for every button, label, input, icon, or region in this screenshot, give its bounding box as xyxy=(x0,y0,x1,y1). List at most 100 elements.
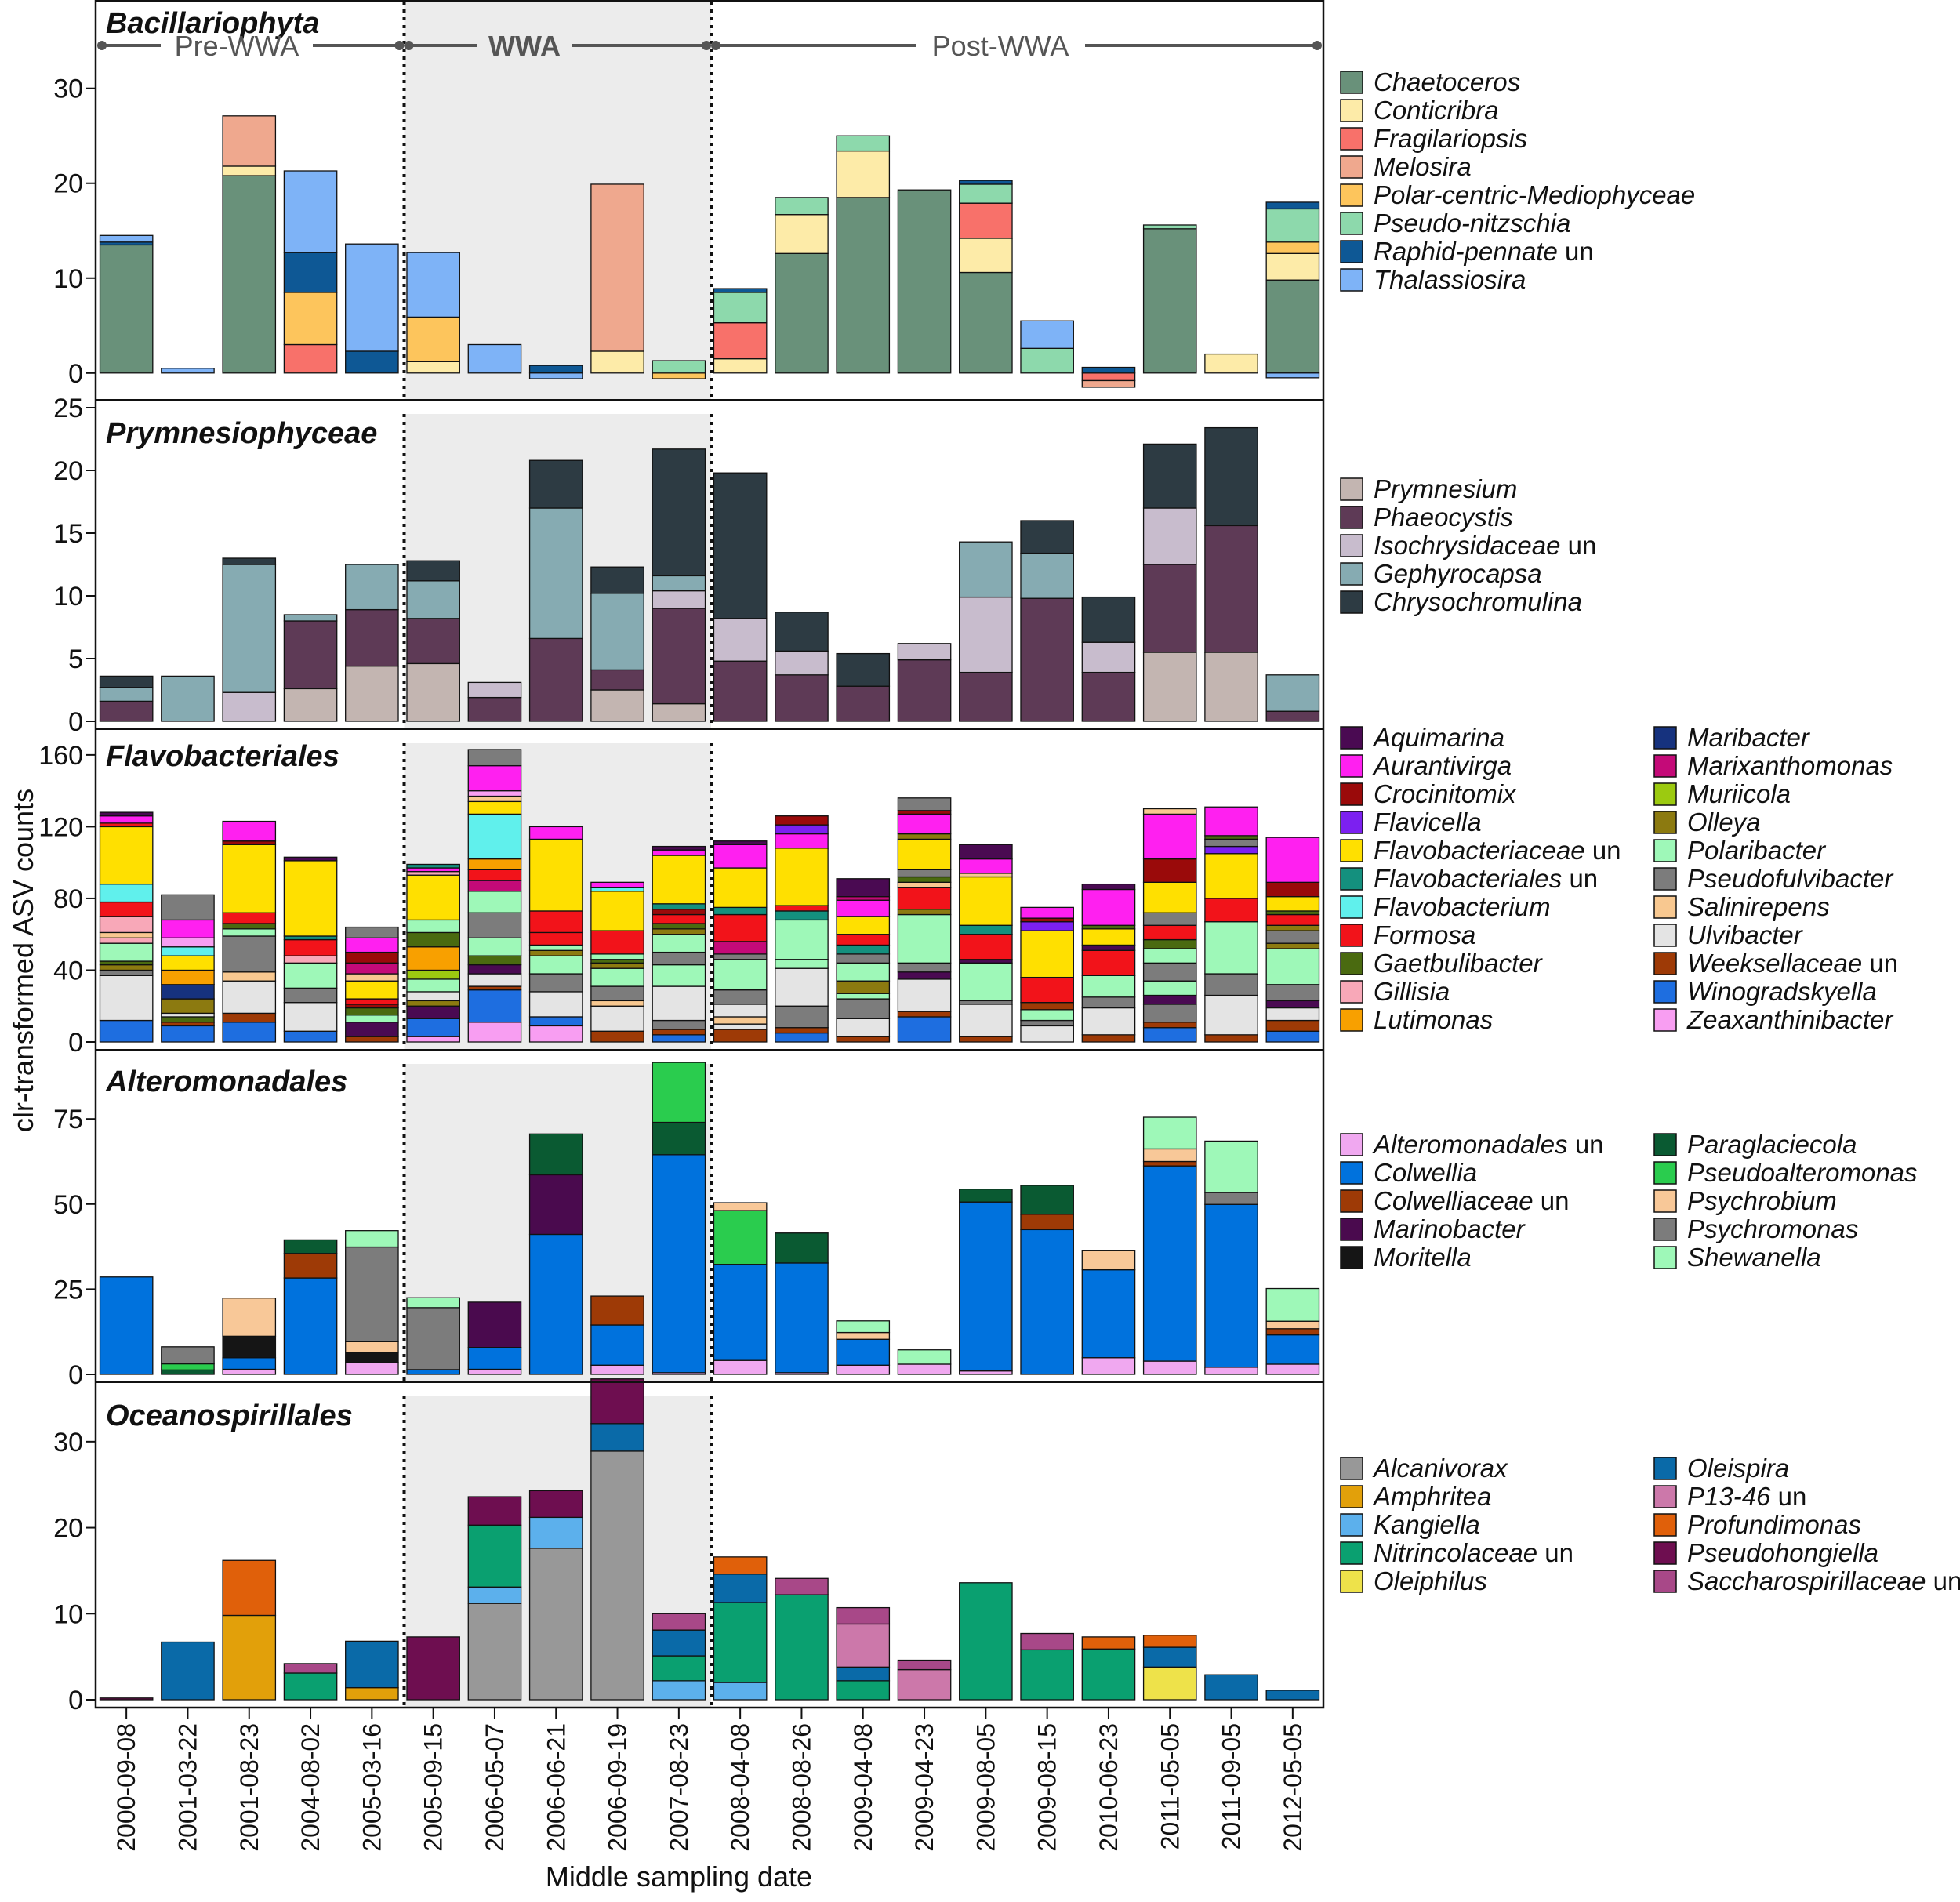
bar-segment-zeaxanthinibacter xyxy=(161,937,215,948)
bar-segment-polaribacter xyxy=(1142,948,1197,964)
bar-segment-ulvibacter xyxy=(1020,1025,1074,1043)
legend-swatch-shewanella xyxy=(1653,1246,1677,1269)
bar-segment-salinirepens xyxy=(222,971,277,982)
legend-label-aurantivirga: Aurantivirga xyxy=(1372,751,1512,780)
bar-segment-weeksellaceae-un xyxy=(1081,1034,1136,1043)
bar-segment-maribacter xyxy=(161,984,215,1000)
bar-segment-shewanella xyxy=(345,1230,399,1248)
bar-segment-kangiella xyxy=(467,1586,522,1604)
legend-label-saccharospirillaceae-un: Saccharospirillaceae un xyxy=(1687,1566,1960,1595)
legend-label-chaetoceros: Chaetoceros xyxy=(1374,67,1520,96)
bar-segment-flavobacteriales-un xyxy=(959,924,1013,935)
bar-segment-crocinitomix xyxy=(897,810,952,815)
bar-segment-moritella xyxy=(222,1335,277,1359)
legend-label-pseudo-nitzschia: Pseudo-nitzschia xyxy=(1374,209,1570,238)
bar-segment-gaetbulibacter xyxy=(161,1016,215,1023)
bar-segment-fragilariopsis xyxy=(1081,372,1136,382)
legend-label-fragilariopsis: Fragilariopsis xyxy=(1374,124,1527,153)
legend-swatch-fragilariopsis xyxy=(1340,127,1363,151)
bar-segment-isochrysidaceae-un xyxy=(222,691,277,722)
bar-segment-raphid-pennate-un xyxy=(959,180,1013,185)
bar-segment-thalassiosira xyxy=(467,343,522,374)
legend-swatch-alteromonadales-un xyxy=(1340,1133,1363,1156)
bar-segment-shewanella xyxy=(897,1349,952,1365)
bar-segment-polar-centric-mediophyceae xyxy=(283,292,338,346)
legend-label-muriicola: Muriicola xyxy=(1687,779,1791,808)
bar-segment-weeksellaceae-un xyxy=(897,1011,952,1018)
bar-segment-isochrysidaceae-un xyxy=(959,596,1013,673)
bar-segment-olleya xyxy=(590,962,644,969)
bar-segment-formosa xyxy=(528,910,583,934)
bar-segment-lutimonas xyxy=(161,969,215,985)
bar-segment-raphid-pennate-un xyxy=(345,350,399,374)
bar-segment-formosa xyxy=(1142,924,1197,941)
legend-label-alteromonadales-un: Alteromonadales un xyxy=(1372,1130,1604,1159)
bar-segment-nitrincolaceae-un xyxy=(1020,1649,1074,1701)
bars-bacillariophyta xyxy=(99,115,1320,388)
bar-segment-flavobacteriaceae-un xyxy=(1204,853,1258,899)
bar-segment-chaetoceros xyxy=(222,175,277,374)
x-tick-label: 2001-08-23 xyxy=(235,1723,263,1852)
bar-segment-formosa xyxy=(775,905,829,912)
legend-swatch-formosa xyxy=(1340,924,1363,947)
bar-segment-aurantivirga xyxy=(1081,888,1136,926)
bar-segment-gaetbulibacter xyxy=(1142,938,1197,949)
bar-segment-polaribacter xyxy=(345,1015,399,1023)
bar-segment-colwellia xyxy=(528,1233,583,1375)
bar-segment-aquimarina xyxy=(836,878,891,898)
bar-segment-gephyrocapsa xyxy=(99,687,154,702)
bar-segment-gillisia xyxy=(99,916,154,934)
bar-segment-profundimonas xyxy=(1081,1636,1136,1650)
bar-segment-weeksellaceae-un xyxy=(1142,1022,1197,1029)
bar-segment-olleya xyxy=(652,928,706,935)
bar-segment-prymnesium xyxy=(1142,652,1197,722)
bar-segment-phaeocystis xyxy=(590,669,644,691)
bar-segment-colwellia xyxy=(1204,1203,1258,1368)
bar-segment-paraglaciecola xyxy=(652,1121,706,1156)
bar-segment-colwellia xyxy=(1020,1229,1074,1375)
bar-segment-prymnesium xyxy=(590,689,644,722)
bar-segment-aurantivirga xyxy=(959,858,1013,874)
legend-label-olleya: Olleya xyxy=(1687,808,1761,837)
y-tick-label: 160 xyxy=(38,741,83,771)
legend-swatch-prymnesium xyxy=(1340,477,1363,501)
bar-segment-flavobacteriaceae-un xyxy=(161,955,215,971)
bar-segment-pseudofulvibacter xyxy=(590,985,644,1002)
bar-segment-flavicella xyxy=(1204,845,1258,855)
bar-segment-aquimarina xyxy=(99,811,154,817)
bar-segment-ulvibacter xyxy=(99,975,154,1022)
y-tick-label: 50 xyxy=(53,1190,83,1220)
bar-segment-polaribacter xyxy=(1081,975,1136,998)
legend-label-zeaxanthinibacter: Zeaxanthinibacter xyxy=(1686,1005,1894,1034)
bar-segment-prymnesium xyxy=(652,702,706,722)
legend-swatch-flavobacteriales-un xyxy=(1340,867,1363,891)
bar-segment-alteromonadales-un xyxy=(1265,1363,1320,1375)
legend-swatch-profundimonas xyxy=(1653,1513,1677,1537)
legend-label-paraglaciecola: Paraglaciecola xyxy=(1687,1130,1857,1159)
bar-segment-weeksellaceae-un xyxy=(1265,1019,1320,1032)
bar-segment-isochrysidaceae-un xyxy=(652,590,706,609)
legend-swatch-ulvibacter xyxy=(1653,924,1677,947)
bar-segment-formosa xyxy=(222,912,277,924)
bar-segment-chaetoceros xyxy=(1142,228,1197,374)
bar-segment-aurantivirga xyxy=(406,867,460,873)
bar-segment-formosa xyxy=(99,822,154,828)
bar-segment-alteromonadales-un xyxy=(345,1362,399,1375)
bar-segment-prymnesium xyxy=(406,662,460,722)
bar-segment-isochrysidaceae-un xyxy=(1081,641,1136,673)
bar-segment-gephyrocapsa xyxy=(283,614,338,622)
legend-swatch-melosira xyxy=(1340,155,1363,179)
bar-segment-chrysochromulina xyxy=(1142,443,1197,509)
legend-label-shewanella: Shewanella xyxy=(1687,1243,1821,1272)
bar-segment-colwelliaceae-un xyxy=(1142,1160,1197,1167)
panel-title-prymnesiophyceae: Prymnesiophyceae xyxy=(106,417,377,450)
bar-segment-chrysochromulina xyxy=(406,560,460,582)
bar-segment-phaeocystis xyxy=(836,685,891,722)
panel-title-bacillariophyta: Bacillariophyta xyxy=(106,7,319,40)
bar-segment-salinirepens xyxy=(590,1000,644,1007)
bar-segment-profundimonas xyxy=(222,1559,277,1617)
bar-segment-colwellia xyxy=(1142,1165,1197,1362)
bar-segment-ulvibacter xyxy=(713,1023,768,1030)
bar-segment-melosira xyxy=(590,183,644,352)
